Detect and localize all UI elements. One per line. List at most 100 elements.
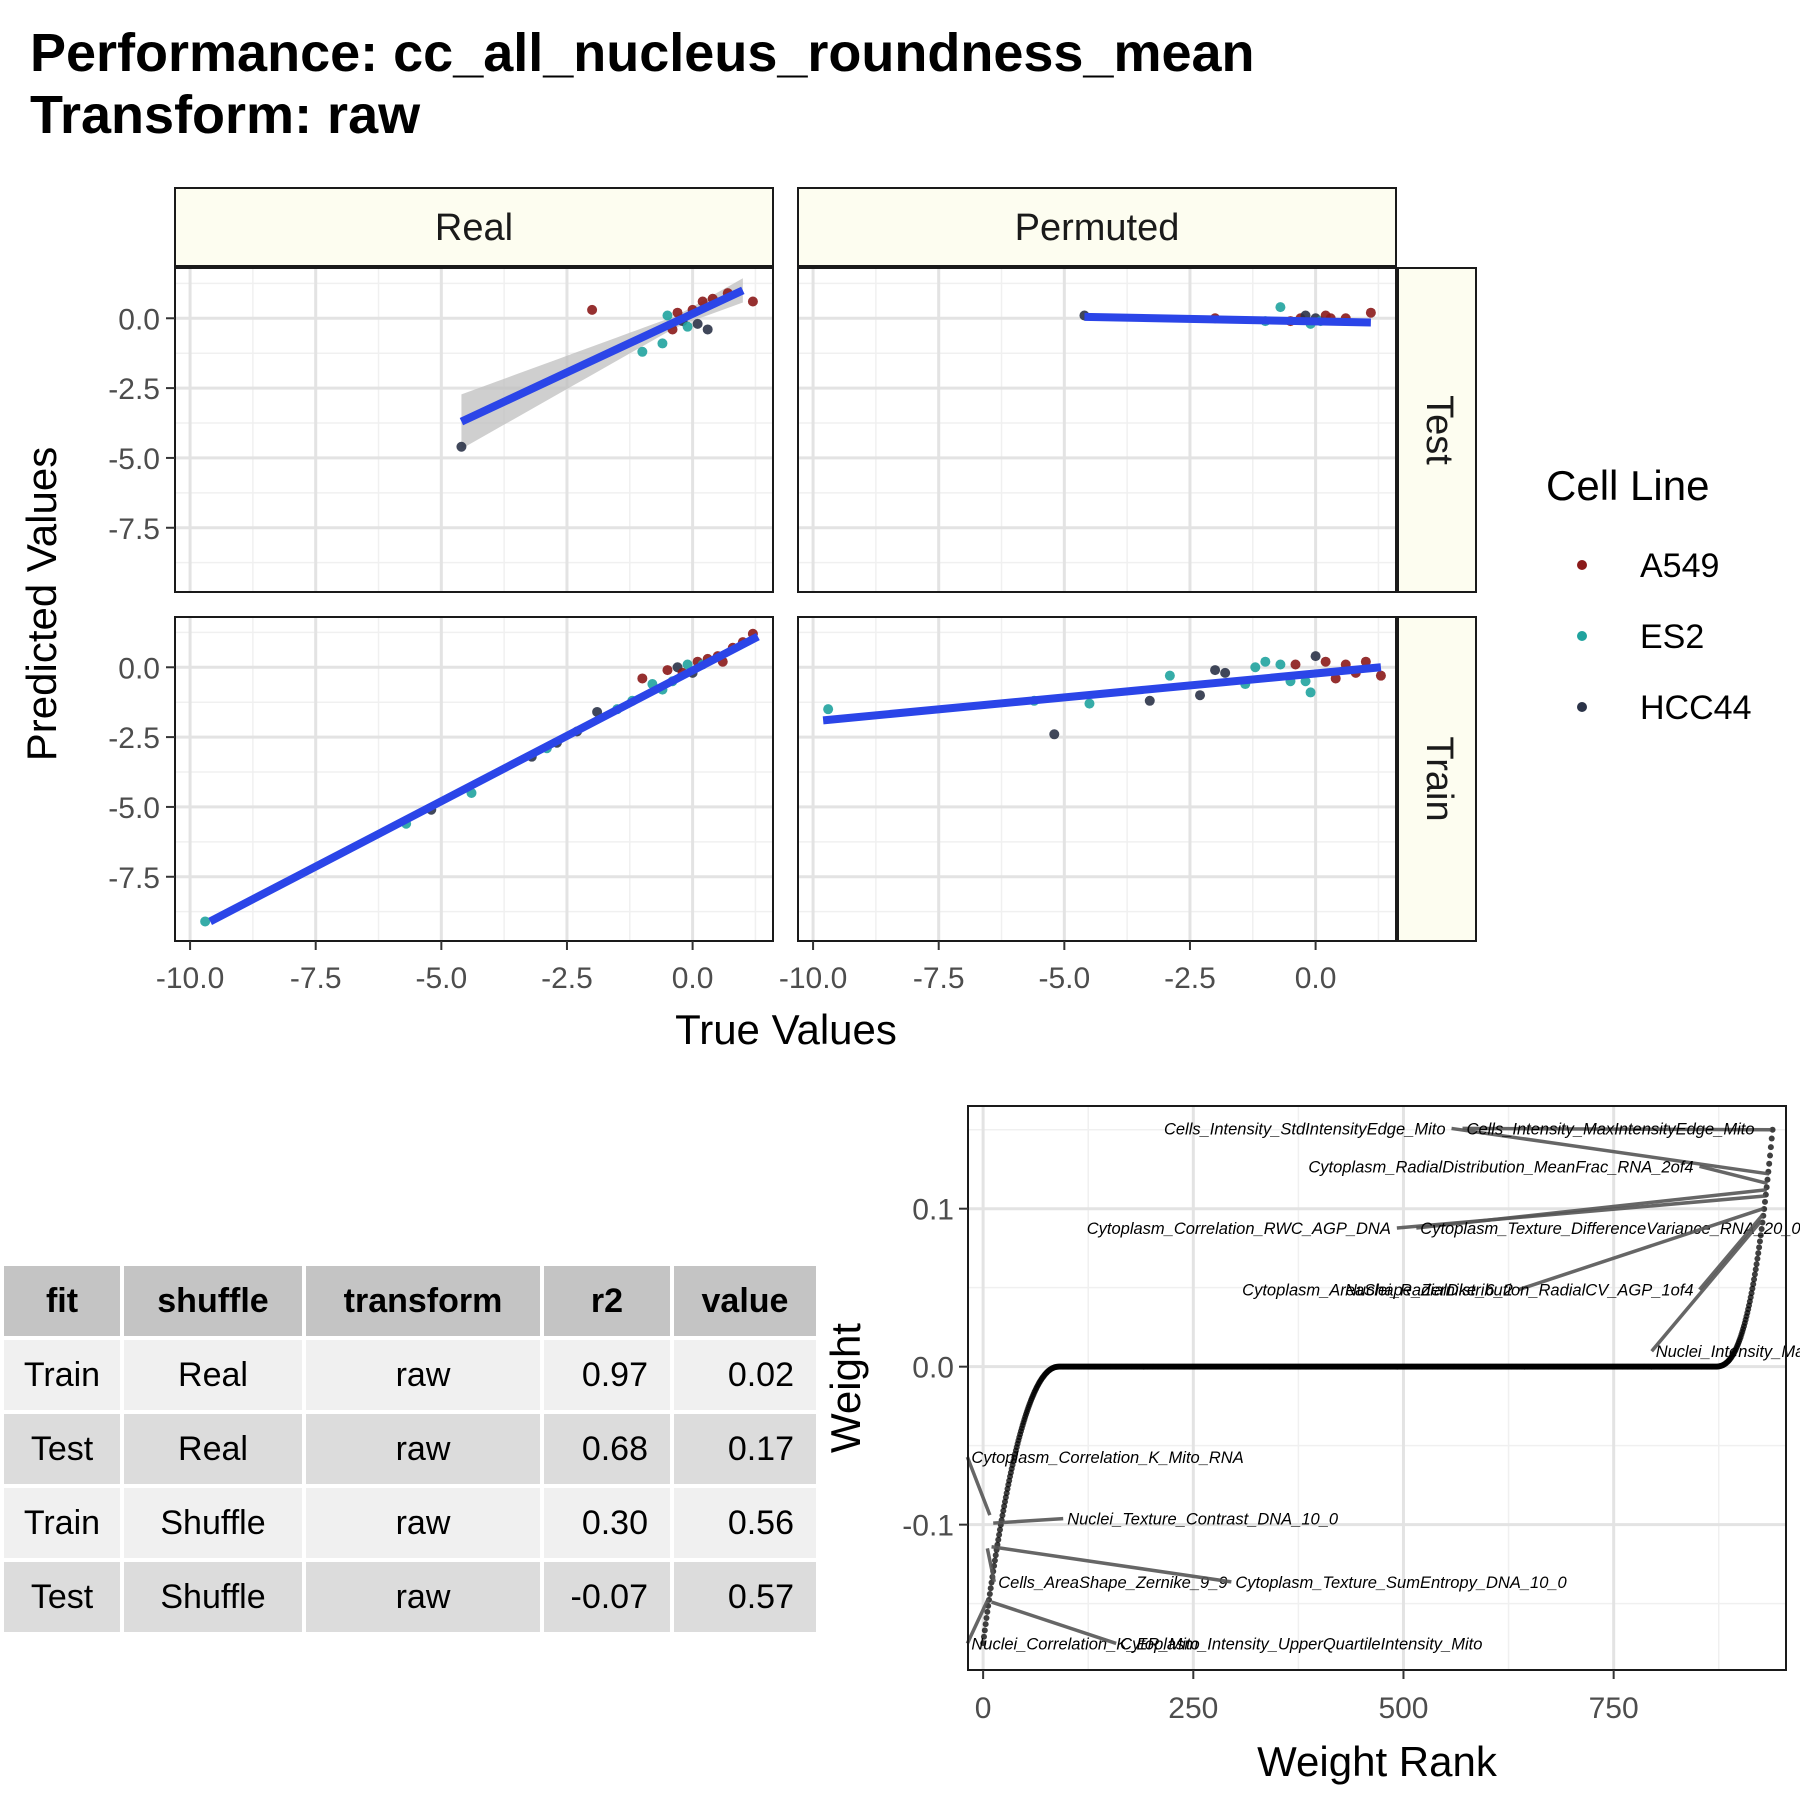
data-point-es2 xyxy=(1305,687,1316,698)
table-header-row: fit shuffle transform r2 value xyxy=(4,1266,816,1336)
weight-panel-background xyxy=(968,1106,1786,1670)
feature-label: Nuclei_Correlation_K_ER_Mito xyxy=(971,1635,1199,1653)
faceted-scatter: Real Permuted Test Train 0.0 -2.5 -5.0 -7.5 0.0 -… xyxy=(18,187,1751,1053)
x-tick-label: -7.5 xyxy=(290,962,342,995)
table-cell-shuffle: Shuffle xyxy=(124,1562,302,1632)
data-point-a549 xyxy=(662,665,673,676)
table-cell-shuffle: Real xyxy=(124,1414,302,1484)
data-point-es2 xyxy=(662,310,673,321)
y-tick-label: 0.0 xyxy=(118,652,160,685)
y-axis-label: Predicted Values xyxy=(18,447,65,761)
feature-label: Cells_AreaShape_Zernike_9_9 xyxy=(998,1574,1227,1592)
table-cell-r2: 0.30 xyxy=(544,1488,670,1558)
table-cell-value: 0.57 xyxy=(674,1562,816,1632)
y-tick-label: -7.5 xyxy=(108,513,160,546)
legend-label-a549: A549 xyxy=(1640,547,1719,585)
weight-point xyxy=(1767,1144,1774,1151)
x-tick-label: -2.5 xyxy=(1164,962,1216,995)
weight-point xyxy=(986,1591,993,1598)
weight-point xyxy=(1749,1285,1756,1292)
data-point-hcc44 xyxy=(1049,729,1060,740)
data-point-a549 xyxy=(1365,307,1376,318)
data-point-a549 xyxy=(672,307,683,318)
feature-label: Cells_Intensity_StdIntensityEdge_Mito xyxy=(1164,1120,1446,1138)
data-point-es2 xyxy=(1250,662,1261,673)
feature-label: Cytoplasm_Correlation_K_Mito_RNA xyxy=(971,1449,1243,1467)
data-point-es2 xyxy=(1084,698,1095,709)
data-point-es2 xyxy=(823,704,834,715)
y-tick-label: -2.5 xyxy=(108,373,160,406)
weight-point xyxy=(980,1633,987,1640)
facet-strip-real xyxy=(174,187,774,267)
table-cell-fit: Train xyxy=(4,1340,120,1410)
weight-points xyxy=(980,1126,1776,1647)
weight-point xyxy=(1756,1238,1763,1245)
table-header-transform: transform xyxy=(306,1266,540,1336)
leader-line xyxy=(990,1600,1117,1646)
feature-label: Cytoplasm_Texture_DifferenceVariance_RNA… xyxy=(1420,1220,1800,1238)
panel-border xyxy=(797,616,1397,942)
y-tick-label: -5.0 xyxy=(108,792,160,825)
data-point-hcc44 xyxy=(1144,695,1155,706)
table-cell-fit: Test xyxy=(4,1414,120,1484)
weight-point xyxy=(1755,1250,1762,1257)
y-tick-label: -2.5 xyxy=(108,722,160,755)
x-tick-label: -5.0 xyxy=(1038,962,1090,995)
data-point-a549 xyxy=(587,304,598,315)
leader-line xyxy=(1462,1126,1771,1132)
weight-point xyxy=(984,1608,991,1615)
fit-line xyxy=(208,633,760,925)
table-cell-shuffle: Shuffle xyxy=(124,1488,302,1558)
facet-label-test: Test xyxy=(1418,395,1460,465)
facet-label-train: Train xyxy=(1418,736,1460,821)
weight-point xyxy=(1758,1225,1765,1232)
y-tick-label: 0.0 xyxy=(912,1352,954,1385)
data-point-es2 xyxy=(1275,659,1286,670)
legend-label-es2: ES2 xyxy=(1640,618,1704,656)
legend-key-es2 xyxy=(1577,631,1587,641)
x-axis-label: True Values xyxy=(675,1006,897,1053)
table-cell-transform: raw xyxy=(306,1488,540,1558)
weight-point xyxy=(980,1640,987,1647)
data-point-hcc44 xyxy=(1310,651,1321,662)
x-tick-label: 500 xyxy=(1378,1692,1428,1725)
y-tick-label: 0.0 xyxy=(118,303,160,336)
weight-point xyxy=(1764,1176,1771,1183)
x-tick-label: 0.0 xyxy=(1295,962,1337,995)
panel-border xyxy=(797,267,1397,593)
y-tick-label: 0.1 xyxy=(912,1194,954,1227)
title-line-2: Transform: raw xyxy=(30,85,421,145)
table-body: Train Real raw 0.97 0.02 Test Real raw 0.68 0.17 T… xyxy=(4,1340,816,1632)
x-tick-label: 250 xyxy=(1168,1692,1218,1725)
facet-strip-train xyxy=(1397,616,1477,942)
weight-point xyxy=(981,1627,988,1634)
weight-point xyxy=(991,1557,998,1564)
panel-real-test xyxy=(174,267,774,593)
weight-point xyxy=(983,1614,990,1621)
y-axis-label: Weight xyxy=(822,1323,869,1453)
weight-point xyxy=(1753,1261,1760,1268)
y-tick-label: -7.5 xyxy=(108,862,160,895)
fit-line xyxy=(822,663,1382,725)
table-cell-transform: raw xyxy=(306,1414,540,1484)
facet-label-real: Real xyxy=(435,207,513,249)
table-cell-value: 0.56 xyxy=(674,1488,816,1558)
data-point-es2 xyxy=(682,659,693,670)
table-row: Train Shuffle raw 0.30 0.56 xyxy=(4,1488,816,1558)
table-cell-r2: 0.97 xyxy=(544,1340,670,1410)
x-tick-label: -7.5 xyxy=(913,962,965,995)
weight-point xyxy=(1759,1219,1766,1226)
x-tick-label: -10.0 xyxy=(779,962,847,995)
data-point-hcc44 xyxy=(692,318,703,329)
weight-point xyxy=(1767,1152,1774,1159)
table-cell-transform: raw xyxy=(306,1340,540,1410)
weight-point xyxy=(1752,1266,1759,1273)
weight-point xyxy=(1751,1276,1758,1283)
title-line-1: Performance: cc_all_nucleus_roundness_me… xyxy=(30,23,1255,83)
weight-point xyxy=(1761,1198,1768,1205)
facet-strip-permuted xyxy=(797,187,1397,267)
legend-title: Cell Line xyxy=(1546,462,1709,509)
fit-line xyxy=(1084,312,1371,327)
table-cell-value: 0.17 xyxy=(674,1414,816,1484)
